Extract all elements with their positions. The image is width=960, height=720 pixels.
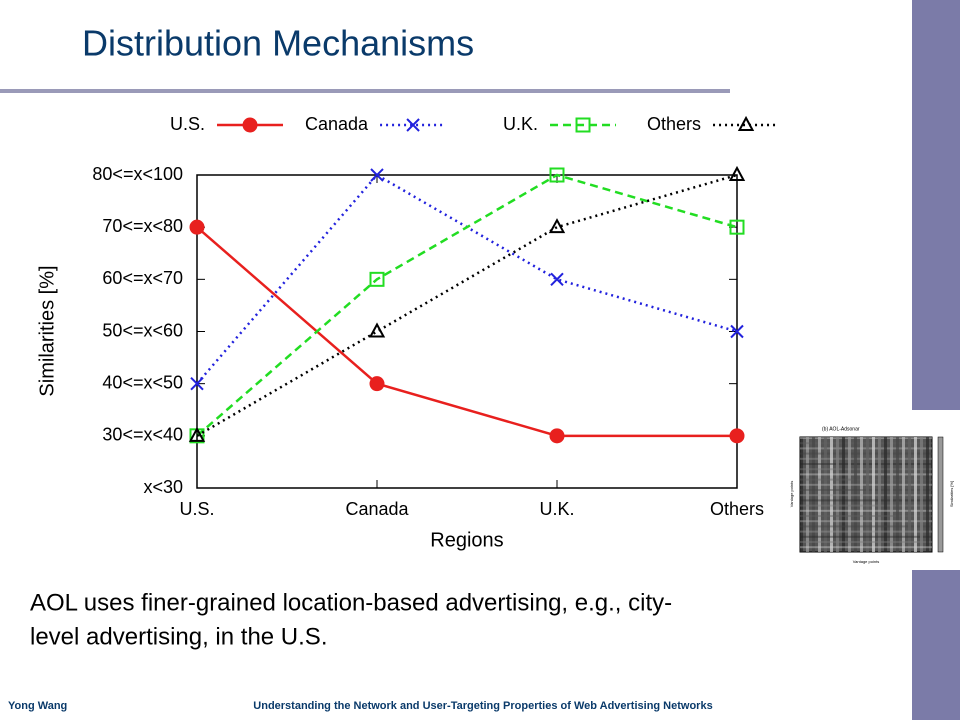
y-tick-label: 30<=x<40: [102, 425, 183, 445]
legend-label: U.S.: [170, 114, 205, 134]
thumb-stripe: [908, 437, 911, 552]
marker: [729, 219, 745, 235]
x-tick-label: Canada: [345, 499, 409, 519]
marker: [549, 167, 565, 183]
y-tick-label: 40<=x<50: [102, 372, 183, 392]
thumb-stripe: [884, 437, 887, 552]
thumb-stripe: [800, 525, 932, 528]
thumb-stripe: [800, 520, 932, 523]
footer-author: Yong Wang: [8, 700, 67, 712]
legend-label: Canada: [305, 114, 369, 134]
side-bar: [912, 0, 960, 410]
thumb-stripe: [800, 535, 932, 538]
series-line: [196, 173, 738, 437]
thumb-stripe: [872, 437, 875, 552]
thumb-stripe: [800, 437, 803, 552]
marker: [549, 428, 565, 444]
thumb-stripe: [800, 546, 932, 549]
slide-title: Distribution Mechanisms: [82, 23, 474, 64]
marker: [190, 376, 204, 391]
y-tick-label: 50<=x<60: [102, 320, 183, 340]
thumb-stripe: [800, 494, 932, 497]
thumb-stripe: [800, 499, 932, 502]
thumbnail-pattern: [800, 437, 932, 552]
thumb-stripe: [800, 504, 932, 507]
y-tick-label: 70<=x<80: [102, 216, 183, 236]
marker: [370, 168, 384, 182]
marker: [729, 428, 745, 444]
marker: [189, 219, 205, 235]
thumb-stripe: [806, 437, 809, 552]
series-line: [196, 173, 738, 437]
plot-frame: [196, 174, 738, 489]
thumb-stripe: [914, 437, 917, 552]
marker: [730, 324, 744, 339]
thumbnail-y-label: Vantage points: [789, 481, 794, 507]
x-tick-label: U.K.: [539, 499, 574, 519]
thumb-stripe: [896, 437, 899, 552]
thumbnail-title: (b) AOL-Adsonar: [822, 426, 860, 432]
thumb-stripe: [800, 530, 932, 533]
series-line: [196, 226, 737, 438]
thumbnail-x-label: Vantage points: [853, 559, 879, 564]
footer-title: Understanding the Network and User-Targe…: [253, 700, 712, 712]
y-tick-label: x<30: [143, 477, 183, 497]
marker: [188, 426, 206, 442]
thumb-stripe: [800, 509, 932, 512]
marker: [550, 272, 564, 287]
marker: [242, 117, 258, 133]
title-rule: [0, 89, 730, 93]
thumbnail-colorbar: [937, 436, 944, 553]
marker: [368, 322, 386, 338]
thumb-stripe: [902, 437, 905, 552]
y-axis-label: Similarities [%]: [36, 265, 58, 396]
y-tick-label: 80<=x<100: [92, 164, 183, 184]
marker: [575, 117, 591, 133]
thumb-stripe: [890, 437, 893, 552]
thumb-stripe: [818, 437, 821, 552]
thumb-stripe: [854, 437, 857, 552]
thumb-stripe: [824, 437, 827, 552]
thumb-stripe: [866, 437, 869, 552]
x-tick-label: U.S.: [179, 499, 214, 519]
thumb-stripe: [848, 437, 851, 552]
body-text: AOL uses finer-grained location-based ad…: [30, 589, 672, 616]
body-text: level advertising, in the U.S.: [30, 623, 327, 650]
legend-label: Others: [647, 114, 701, 134]
marker: [406, 118, 420, 132]
thumb-stripe: [926, 437, 929, 552]
y-tick-label: 60<=x<70: [102, 268, 183, 288]
x-axis-label: Regions: [430, 529, 503, 551]
thumbnail: (b) AOL-Adsonar Vantage points Vantage p…: [789, 426, 954, 564]
thumb-stripe: [812, 437, 815, 552]
thumb-stripe: [860, 437, 863, 552]
marker: [737, 115, 755, 131]
thumb-stripe: [878, 437, 881, 552]
thumb-stripe: [920, 437, 923, 552]
thumb-stripe: [836, 437, 839, 552]
legend-label: U.K.: [503, 114, 538, 134]
marker: [728, 165, 746, 181]
thumb-stripe: [842, 437, 845, 552]
thumbnail-bar-label: Similarities [%]: [949, 481, 954, 507]
thumb-stripe: [800, 541, 932, 543]
marker: [369, 376, 385, 392]
marker: [369, 271, 385, 287]
side-bar: [912, 570, 960, 720]
x-tick-label: Others: [710, 499, 764, 519]
marker: [548, 218, 566, 234]
thumb-stripe: [830, 437, 833, 552]
thumb-stripe: [800, 515, 932, 517]
